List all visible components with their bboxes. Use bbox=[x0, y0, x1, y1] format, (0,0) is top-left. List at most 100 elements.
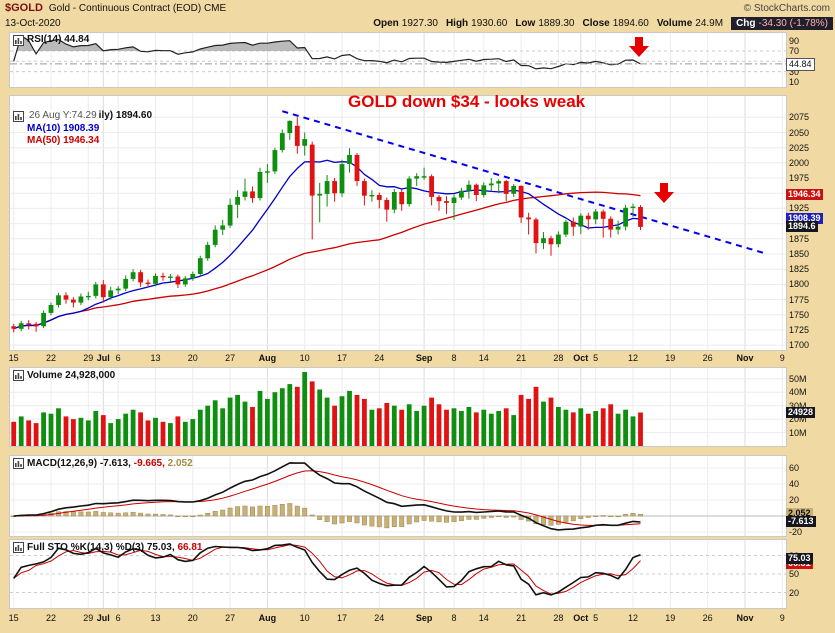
axis-label: 1925 bbox=[789, 203, 810, 214]
x-tick-label: 17 bbox=[336, 353, 348, 363]
axis-label: 50 bbox=[789, 569, 800, 579]
x-tick-label: 22 bbox=[45, 613, 57, 623]
rsi-legend: RSI(14) 44.84 bbox=[27, 34, 90, 45]
down-arrow-icon bbox=[653, 183, 675, 203]
axis-value-tag: 1894.6 bbox=[786, 220, 818, 232]
x-tick-label: 21 bbox=[516, 613, 527, 623]
x-tick-label: 27 bbox=[225, 613, 236, 623]
axis-label: 10 bbox=[789, 76, 800, 87]
macd-hist-value: 2.052 bbox=[167, 458, 193, 469]
panel-chart-icon[interactable] bbox=[13, 111, 24, 122]
open-label: Open bbox=[373, 18, 399, 29]
axis-label: 20 bbox=[789, 495, 800, 505]
axis-label: 60 bbox=[789, 463, 800, 473]
x-tick-label: Oct bbox=[573, 613, 589, 623]
axis-label: 40M bbox=[789, 387, 807, 398]
rsi-panel[interactable] bbox=[9, 32, 787, 88]
volume-panel[interactable] bbox=[9, 367, 787, 447]
change-badge: Chg -34.30 (-1.78%) bbox=[731, 17, 833, 30]
macd-panel[interactable] bbox=[9, 455, 787, 537]
copyright: © StockCharts.com bbox=[743, 2, 830, 14]
header-bar: $GOLD Gold - Continuous Contract (EOD) C… bbox=[0, 0, 835, 16]
x-tick-label: 29 bbox=[83, 353, 94, 363]
panel-chart-icon[interactable] bbox=[13, 370, 24, 381]
x-tick-label: 5 bbox=[593, 613, 599, 623]
macd-value: -7.613, bbox=[99, 458, 131, 469]
down-arrow-icon bbox=[628, 37, 650, 57]
x-tick-label: Jul bbox=[96, 353, 110, 363]
x-tick-label: 24 bbox=[374, 613, 385, 623]
x-tick-label: 26 bbox=[702, 613, 713, 623]
symbol: $GOLD bbox=[5, 2, 43, 14]
panel-chart-icon[interactable] bbox=[13, 458, 24, 469]
x-tick-label: 24 bbox=[374, 353, 385, 363]
sto-k-value: 75.03, bbox=[146, 542, 175, 553]
x-tick-label: Nov bbox=[736, 613, 754, 623]
x-tick-label: Aug bbox=[258, 353, 277, 363]
axis-label: 90 bbox=[789, 35, 800, 46]
volume-legend: Volume 24,928,000 bbox=[27, 370, 116, 381]
axis-label: 1800 bbox=[789, 279, 810, 290]
x-tick-label: Sep bbox=[415, 353, 433, 363]
stochastic-panel[interactable] bbox=[9, 539, 787, 609]
change-value: -34.30 (-1.78%) bbox=[758, 18, 828, 29]
high-value: 1930.60 bbox=[471, 18, 508, 29]
panel-chart-icon[interactable] bbox=[13, 35, 24, 46]
x-tick-label: 10 bbox=[299, 353, 310, 363]
ma10-legend: MA(10) 1908.39 bbox=[27, 123, 100, 134]
x-tick-label: Sep bbox=[415, 613, 433, 623]
axis-label: 30M bbox=[789, 401, 807, 411]
x-tick-label: 17 bbox=[336, 613, 348, 623]
axis-value-tag: -7.613 bbox=[786, 516, 816, 528]
x-axis-labels: 15 22 29 Jul 6 13 20 27 Aug 10 17 24 Sep 8 14 21 28 Oct 5 1… bbox=[9, 353, 786, 364]
volume-label: Volume bbox=[656, 18, 693, 29]
x-tick-label: 19 bbox=[665, 353, 676, 363]
x-tick-label: 28 bbox=[553, 613, 564, 623]
x-tick-label: 9 bbox=[779, 613, 785, 623]
x-tick-label: 29 bbox=[83, 613, 94, 623]
macd-label: MACD(12,26,9) bbox=[27, 458, 98, 469]
axis-label: 40 bbox=[789, 479, 800, 489]
axis-label: 1975 bbox=[789, 173, 810, 183]
quote-bar: 13-Oct-2020 Open 1927.30 High 1930.60 Low 1… bbox=[0, 16, 835, 31]
x-tick-label: Nov bbox=[736, 353, 754, 363]
crosshair-tooltip: 26 Aug Y:74.29 bbox=[27, 110, 99, 121]
x-tick-label: 12 bbox=[627, 353, 639, 363]
x-tick-label: 12 bbox=[627, 613, 639, 623]
x-tick-label: Aug bbox=[258, 613, 277, 623]
sto-label: Full STO %K(14,3) %D(3) bbox=[27, 542, 145, 553]
axis-label: 2075 bbox=[789, 112, 810, 123]
axis-label: -20 bbox=[789, 527, 803, 537]
x-tick-label: 27 bbox=[225, 353, 236, 363]
x-tick-label: 15 bbox=[8, 613, 19, 623]
axis-label: 1825 bbox=[789, 264, 810, 275]
axis-value-tag: 24928 bbox=[786, 406, 816, 418]
x-tick-label: Jul bbox=[96, 613, 110, 623]
chart-title: Gold - Continuous Contract (EOD) CME bbox=[48, 2, 227, 14]
price-panel[interactable] bbox=[9, 95, 787, 351]
axis-value-tag: 2.052 bbox=[786, 508, 813, 520]
axis-value-tag: 75.03 bbox=[786, 552, 813, 564]
low-value: 1889.30 bbox=[538, 18, 575, 29]
axis-label: 2000 bbox=[789, 157, 810, 168]
annotation-text: GOLD down $34 - looks weak bbox=[348, 92, 586, 111]
axis-value-tag: 1908.39 bbox=[786, 212, 823, 224]
panel-chart-icon[interactable] bbox=[13, 542, 24, 553]
x-tick-label: 8 bbox=[451, 613, 457, 623]
axis-label: 70 bbox=[789, 46, 800, 56]
price-legend-text: ily) 1894.60 bbox=[98, 110, 153, 121]
x-tick-label: 13 bbox=[150, 353, 161, 363]
x-tick-label: 9 bbox=[779, 353, 785, 363]
axis-label: 2025 bbox=[789, 142, 810, 153]
axis-label: 1875 bbox=[789, 233, 810, 244]
macd-signal-value: -9.665, bbox=[133, 458, 165, 469]
x-tick-label: 10 bbox=[299, 613, 310, 623]
x-tick-label: 14 bbox=[478, 353, 489, 363]
x-tick-label: 13 bbox=[150, 613, 161, 623]
x-tick-label: 22 bbox=[45, 353, 57, 363]
close-value: 1894.60 bbox=[612, 18, 649, 29]
volume-value: 24.9M bbox=[695, 18, 724, 29]
close-label: Close bbox=[582, 18, 610, 29]
x-tick-label: 6 bbox=[115, 613, 121, 623]
